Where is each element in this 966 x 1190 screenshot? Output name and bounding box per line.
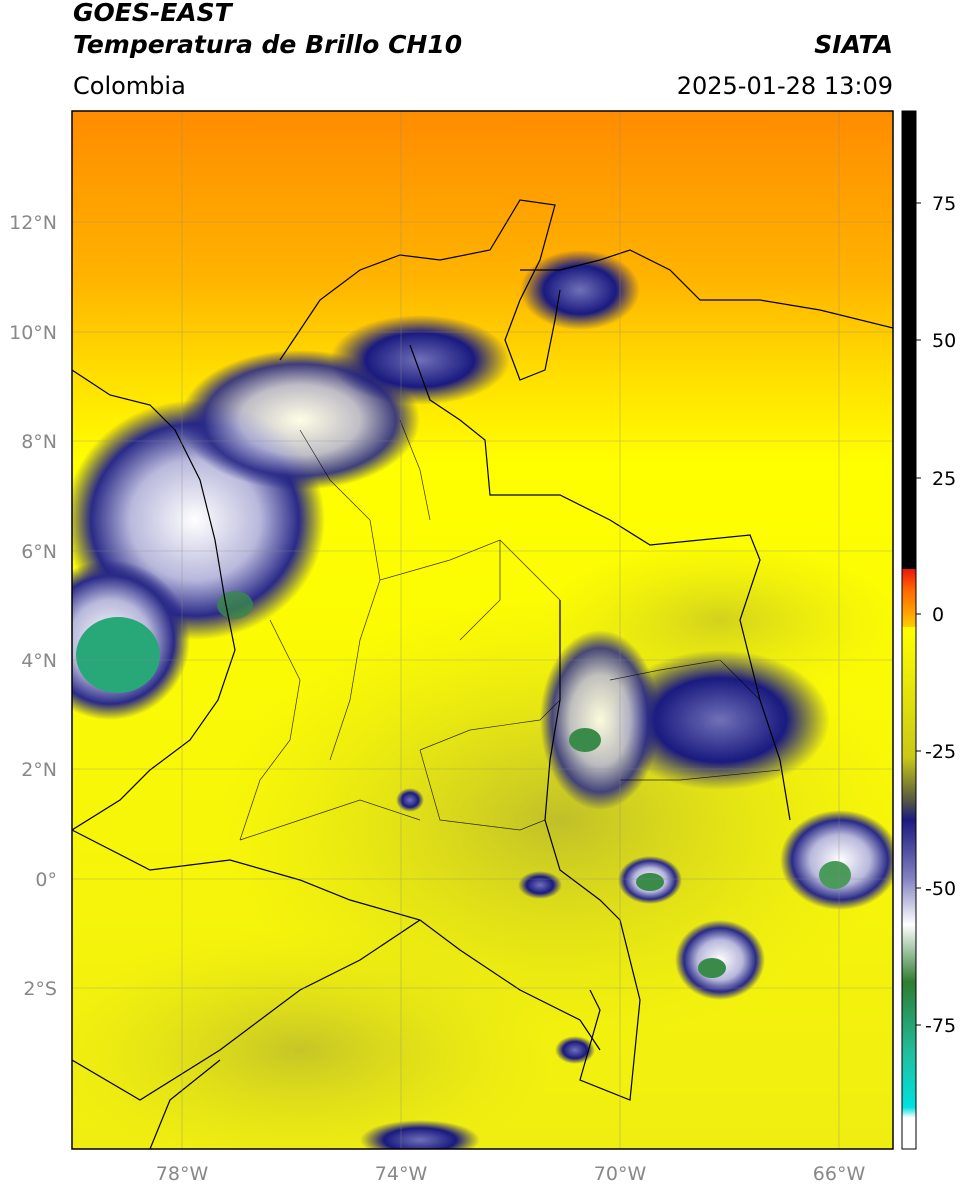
timestamp-label: 2025-01-28 13:09 <box>676 72 893 100</box>
lat-tick-12n: 12°N <box>9 212 57 234</box>
cloud-mass-amazon <box>610 650 830 790</box>
colorbar-tick-minus25: -25 <box>925 741 956 763</box>
department-borders <box>239 419 781 841</box>
colorbar-tick-25: 25 <box>932 468 956 490</box>
title-satellite: GOES-EAST <box>73 0 232 27</box>
colorbar-tick-minus50: -50 <box>925 878 956 900</box>
title-product: Temperatura de Brillo CH10 <box>73 30 463 59</box>
colorbar-tick-0: 0 <box>932 604 944 626</box>
lat-tick-4n: 4°N <box>21 650 57 672</box>
colorbar-tick-50: 50 <box>932 330 956 352</box>
brightness-temperature-field <box>72 111 893 1149</box>
lon-tick-66w: 66°W <box>813 1163 866 1185</box>
longitude-axis: 78°W 74°W 70°W 66°W <box>156 1163 866 1185</box>
colorbar-tick-minus75: -75 <box>925 1015 956 1037</box>
lat-tick-10n: 10°N <box>9 322 57 344</box>
lat-tick-8n: 8°N <box>21 431 57 453</box>
map-frame <box>71 110 894 1150</box>
region-label: Colombia <box>73 72 186 100</box>
lat-tick-6n: 6°N <box>21 541 57 563</box>
colorbar-warm-segment <box>902 569 916 627</box>
lon-tick-78w: 78°W <box>156 1163 209 1185</box>
brand-label: SIATA <box>814 30 893 59</box>
colorbar: 75 50 25 0 -25 -50 -75 <box>901 110 956 1150</box>
country-borders <box>72 199 893 1149</box>
colorbar-cold-segment <box>902 627 916 1149</box>
lat-tick-2n: 2°N <box>21 759 57 781</box>
lat-tick-2s: 2°S <box>23 978 57 1000</box>
colorbar-black-segment <box>902 111 916 569</box>
colorbar-tick-75: 75 <box>932 193 956 215</box>
lat-tick-0: 0° <box>35 869 57 891</box>
lon-tick-70w: 70°W <box>594 1163 647 1185</box>
lon-tick-74w: 74°W <box>375 1163 428 1185</box>
map-gridlines <box>72 111 893 1149</box>
latitude-axis: 12°N 10°N 8°N 6°N 4°N 2°N 0° 2°S <box>9 212 57 1000</box>
